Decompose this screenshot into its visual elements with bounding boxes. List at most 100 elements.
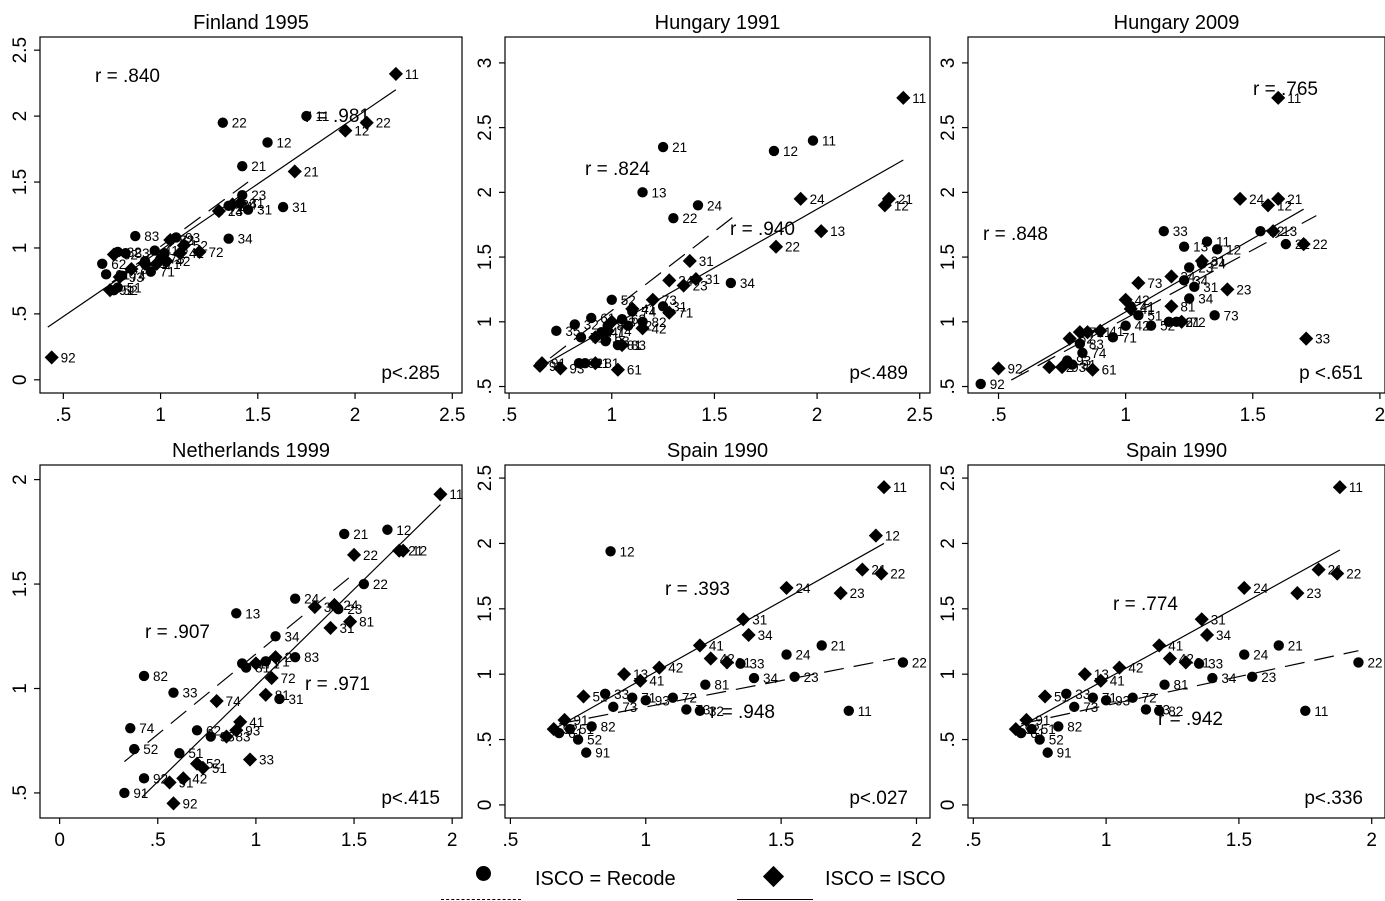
panel-title: Spain 1990 [667,440,768,462]
point-label: 21 [251,159,266,174]
x-tick-label: 2.5 [439,405,465,426]
point-recode [816,640,827,651]
point-label: 31 [257,203,272,218]
point-label: 12 [894,198,909,213]
y-tick-label: 1 [475,317,496,328]
point-label: 73 [622,700,637,715]
point-label: 72 [281,671,296,686]
point-recode [277,201,289,213]
point-label: 34 [763,671,779,686]
r-recode-label: r = .907 [145,622,210,643]
point-label: 11 [315,109,329,124]
point-recode [1239,649,1250,660]
point-isco [166,796,181,811]
point-recode [681,704,692,715]
point-isco [814,224,829,239]
point-label: 91 [133,786,148,801]
p-value-label: p<.336 [1304,788,1363,809]
p-value-label: p<.489 [849,363,908,384]
point-label: 82 [1168,704,1183,719]
point-label: 34 [1198,291,1214,306]
point-isco [1055,360,1070,375]
point-isco [359,115,374,130]
point-recode [339,528,350,540]
point-label: 21 [1288,638,1303,653]
point-isco [1178,655,1193,670]
point-isco [343,614,358,629]
point-isco [553,361,568,376]
r-recode-label: r = .774 [1113,594,1178,615]
point-isco [1080,325,1095,340]
point-recode [748,672,760,684]
point-isco [793,191,808,206]
point-recode [138,670,150,682]
point-recode [240,662,252,673]
point-recode [627,692,638,703]
point-label: 83 [631,338,646,353]
x-tick-label: 1 [1101,830,1112,851]
point-label: 34 [758,628,774,643]
point-label: 24 [810,192,826,207]
point-recode [1140,704,1152,715]
y-tick-label: 1.5 [10,571,31,597]
point-isco [625,301,640,316]
point-isco [557,712,572,728]
point-label: 22 [682,211,697,226]
point-label: 51 [212,761,227,776]
point-label: 33 [1075,687,1090,702]
point-recode [572,734,584,745]
point-label: 41 [1110,674,1125,689]
x-tick-label: .5 [55,405,71,426]
point-isco [149,256,164,271]
point-recode [1067,359,1078,370]
point-isco [736,612,751,627]
point-label: 32 [127,245,142,260]
point-label: 72 [682,691,697,706]
point-label: 13 [245,606,260,621]
point-isco [209,693,224,709]
point-label: 92 [563,722,578,737]
fit-line-isco [141,504,441,798]
point-label: 83 [1089,337,1104,352]
y-tick-label: .5 [10,306,31,322]
point-recode [358,578,370,590]
point-label: 52 [123,283,138,298]
x-tick-label: 1.5 [768,830,794,851]
point-recode [637,187,648,198]
point-recode [608,701,619,713]
point-recode [843,705,854,716]
point-label: 13 [652,185,667,200]
point-recode [1201,236,1213,247]
point-recode [606,294,617,305]
fit-line-recode [1010,215,1317,381]
point-label: 11 [1349,480,1363,495]
point-label: 23 [347,602,362,617]
point-label: 51 [1041,722,1056,737]
point-recode [1053,721,1064,732]
point-recode [657,141,669,153]
y-tick-label: 2 [475,538,496,549]
point-label: 13 [830,224,845,239]
point-label: 11 [449,487,463,502]
point-isco [346,547,362,562]
point-label: 61 [627,363,642,378]
point-recode [270,631,281,642]
p-value-label: p<.285 [381,363,440,384]
point-recode [781,649,792,660]
point-label: 33 [182,686,197,701]
point-isco [176,238,191,253]
point-isco [662,305,677,320]
point-recode [640,695,651,706]
point-label: 33 [750,657,765,672]
point-recode [217,117,229,128]
point-isco [676,278,691,293]
point-isco [1271,90,1286,105]
point-isco [248,656,263,671]
point-isco [433,487,448,502]
point-isco [258,687,273,702]
point-label: 23 [251,188,266,203]
point-isco [1194,253,1209,269]
p-value-label: p <.651 [1299,363,1363,384]
point-label: 22 [376,116,391,131]
